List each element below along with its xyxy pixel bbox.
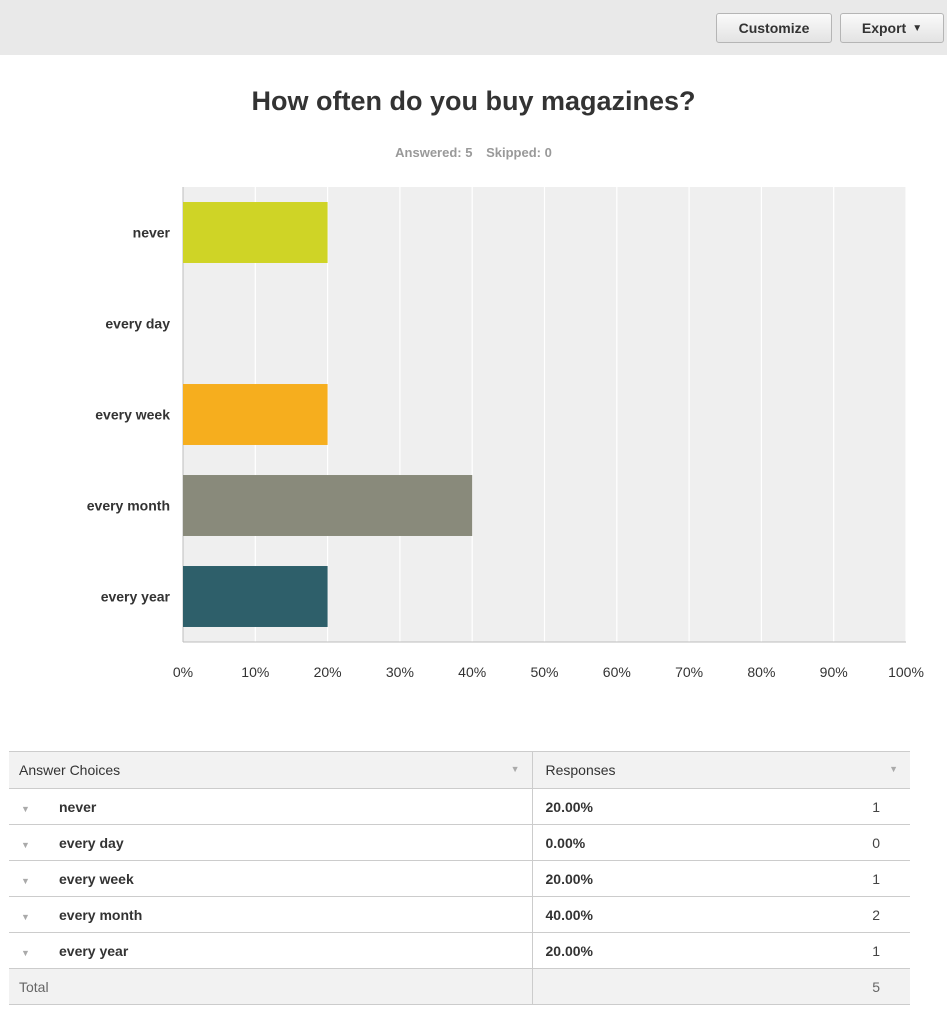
- total-percent: [532, 968, 721, 1005]
- response-percent: 20.00%: [532, 788, 721, 825]
- total-row: Total 5: [9, 968, 910, 1005]
- table-row: ▼ every month 40.00% 2: [9, 896, 910, 933]
- export-label: Export: [861, 20, 907, 36]
- x-tick-label: 40%: [458, 664, 486, 680]
- answer-choice-cell: ▼ never: [9, 788, 533, 825]
- responses-table: Answer Choices ▼ Responses ▼ ▼ never 20.00…: [9, 751, 910, 1005]
- customize-label: Customize: [738, 20, 810, 36]
- chart-title: How often do you buy magazines?: [251, 86, 696, 116]
- expand-caret-icon[interactable]: ▼: [21, 839, 30, 850]
- response-percent: 0.00%: [532, 824, 721, 861]
- caret-down-icon: ▼: [912, 22, 923, 34]
- x-tick-label: 60%: [603, 664, 631, 680]
- total-count: 5: [721, 968, 910, 1005]
- answer-choice-label: every year: [59, 942, 129, 959]
- x-tick-label: 50%: [530, 664, 558, 680]
- answer-choice-label: never: [59, 798, 97, 815]
- x-tick-label: 10%: [241, 664, 269, 680]
- response-stats: Answered: 5 Skipped: 0: [0, 145, 947, 160]
- category-label: every month: [87, 498, 170, 514]
- x-tick-label: 30%: [386, 664, 414, 680]
- answer-choice-cell: ▼ every week: [9, 860, 533, 897]
- x-tick-label: 70%: [675, 664, 703, 680]
- expand-caret-icon[interactable]: ▼: [21, 911, 30, 922]
- bar-chart: 0% 10% 20% 30% 40% 50% 60% 70% 80% 90% 100% never ev…: [87, 187, 924, 680]
- total-label: Total: [9, 968, 533, 1005]
- response-count: 1: [721, 860, 910, 897]
- toolbar: Customize Export ▼: [0, 0, 947, 55]
- export-button[interactable]: Export ▼: [840, 13, 944, 43]
- bar: [183, 566, 328, 627]
- bar: [183, 384, 328, 445]
- table-row: ▼ every year 20.00% 1: [9, 932, 910, 969]
- bar: [183, 475, 473, 536]
- response-count: 2: [721, 896, 910, 933]
- table-row: ▼ every week 20.00% 1: [9, 860, 910, 897]
- header-answer-choices[interactable]: Answer Choices ▼: [9, 751, 533, 789]
- response-percent: 40.00%: [532, 896, 721, 933]
- x-tick-label: 90%: [820, 664, 848, 680]
- answer-choice-label: every day: [59, 834, 124, 851]
- table-row: ▼ every day 0.00% 0: [9, 824, 910, 861]
- table-header-row: Answer Choices ▼ Responses ▼: [9, 751, 910, 789]
- expand-caret-icon[interactable]: ▼: [21, 803, 30, 814]
- response-count: 1: [721, 932, 910, 969]
- header-answer-choices-label: Answer Choices: [19, 762, 121, 778]
- header-responses[interactable]: Responses ▼: [532, 751, 910, 789]
- customize-button[interactable]: Customize: [716, 13, 832, 43]
- x-tick-label: 100%: [888, 664, 924, 680]
- x-tick-label: 20%: [314, 664, 342, 680]
- response-count: 0: [721, 824, 910, 861]
- answered-count: Answered: 5: [395, 145, 473, 160]
- response-percent: 20.00%: [532, 860, 721, 897]
- answer-choice-cell: ▼ every day: [9, 824, 533, 861]
- response-count: 1: [721, 788, 910, 825]
- expand-caret-icon[interactable]: ▼: [21, 947, 30, 958]
- answer-choice-label: every week: [59, 870, 134, 887]
- bar: [183, 202, 328, 263]
- x-tick-label: 0%: [173, 664, 193, 680]
- sort-caret-icon[interactable]: ▼: [889, 764, 898, 774]
- category-label: never: [133, 225, 171, 241]
- table-row: ▼ never 20.00% 1: [9, 788, 910, 825]
- sort-caret-icon[interactable]: ▼: [510, 764, 520, 774]
- header-responses-label: Responses: [545, 762, 616, 778]
- x-tick-label: 80%: [747, 664, 775, 680]
- response-percent: 20.00%: [532, 932, 721, 969]
- answer-choice-cell: ▼ every month: [9, 896, 533, 933]
- answer-choice-cell: ▼ every year: [9, 932, 533, 969]
- answer-choice-label: every month: [59, 906, 143, 923]
- category-label: every day: [105, 316, 170, 332]
- skipped-count: Skipped: 0: [486, 145, 552, 160]
- category-label: every year: [101, 589, 171, 605]
- expand-caret-icon[interactable]: ▼: [21, 875, 30, 886]
- category-label: every week: [95, 407, 170, 423]
